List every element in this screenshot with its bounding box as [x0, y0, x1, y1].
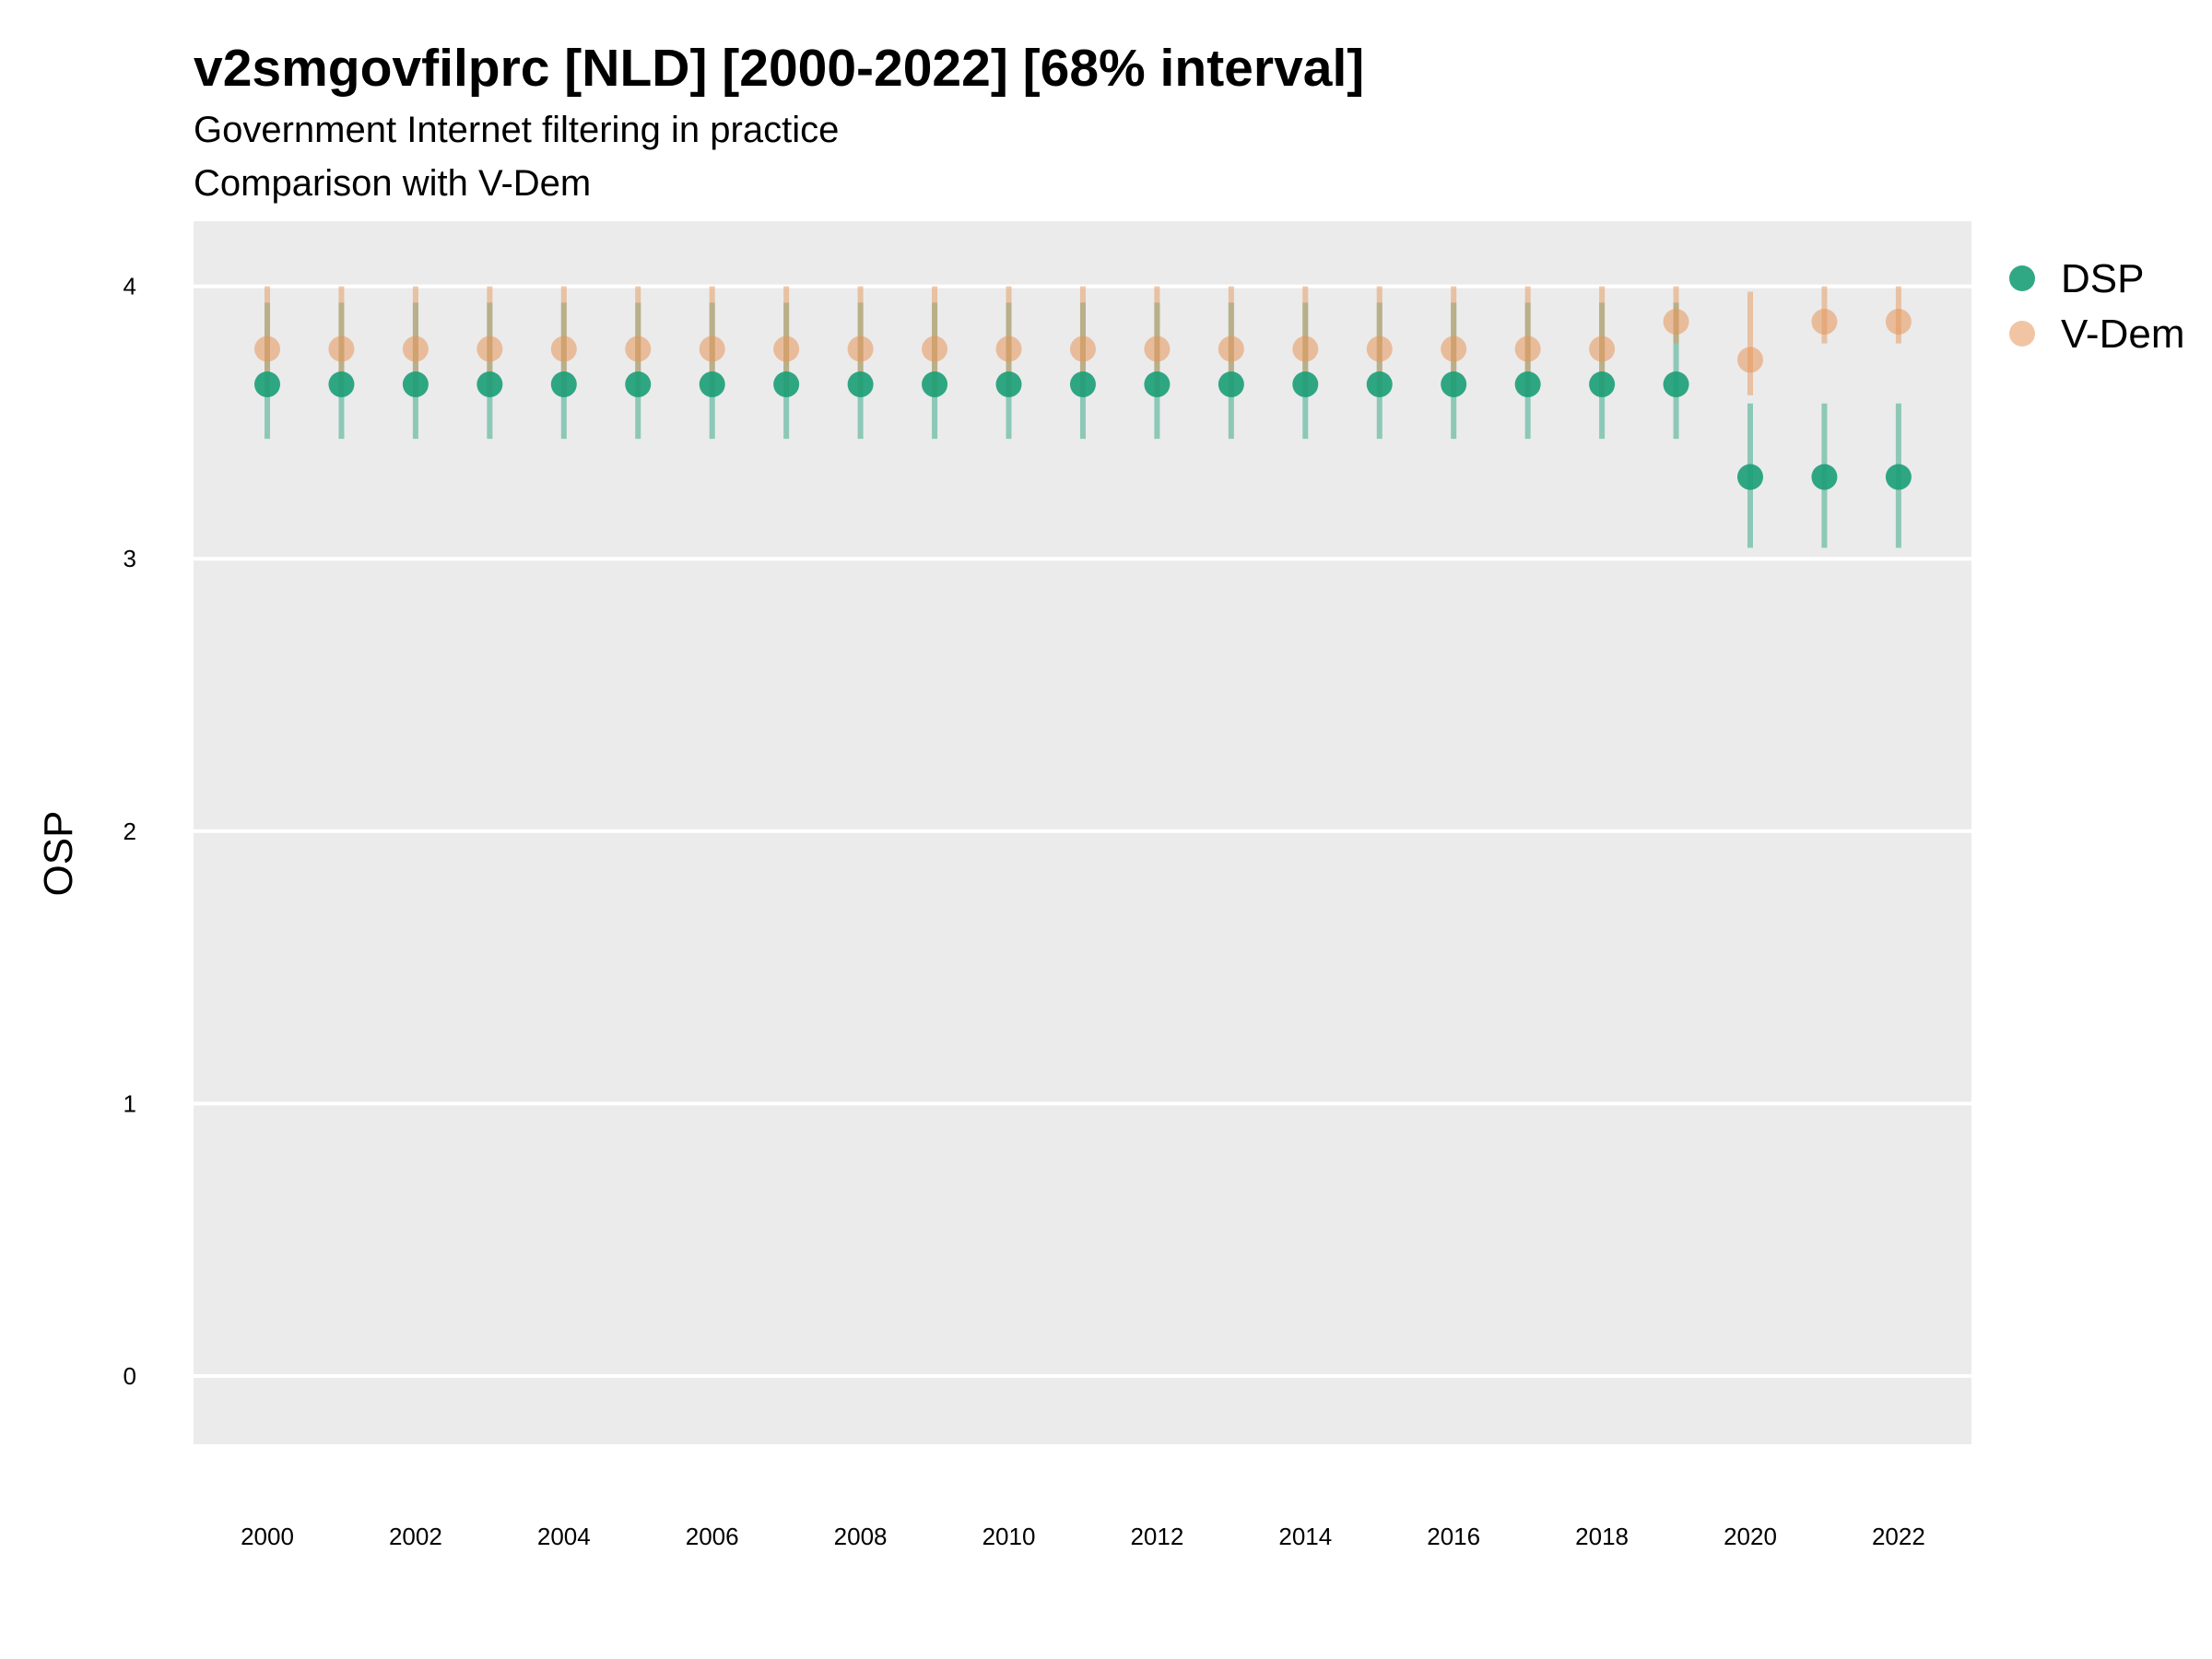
data-point: [402, 335, 429, 362]
data-point: [625, 371, 652, 398]
x-tick-label: 2008: [834, 1523, 888, 1550]
data-point: [254, 371, 280, 398]
points-v-dem: [254, 309, 1912, 373]
data-point: [1366, 371, 1393, 398]
data-point: [328, 371, 355, 398]
data-point: [1663, 371, 1689, 398]
y-tick-label: 2: [124, 818, 136, 845]
data-point: [1292, 335, 1319, 362]
data-point: [254, 335, 280, 362]
x-tick-label: 2000: [241, 1523, 294, 1550]
legend: DSP V-Dem: [2009, 256, 2184, 357]
x-tick-label: 2020: [1724, 1523, 1777, 1550]
data-point: [550, 371, 577, 398]
data-point: [1514, 335, 1541, 362]
data-point: [773, 335, 800, 362]
x-tick-label: 2014: [1278, 1523, 1332, 1550]
data-point: [1218, 335, 1244, 362]
x-tick-label: 2010: [982, 1523, 1036, 1550]
chart-subtitle-2: Comparison with V-Dem: [194, 163, 591, 204]
data-point: [1218, 371, 1244, 398]
x-tick-label: 2018: [1575, 1523, 1629, 1550]
chart-title: v2smgovfilprc [NLD] [2000-2022] [68% int…: [194, 39, 1364, 98]
y-axis-title: OSP: [36, 811, 81, 897]
x-tick-label: 2004: [537, 1523, 591, 1550]
data-point: [477, 335, 503, 362]
x-tick-label: 2006: [686, 1523, 739, 1550]
data-point: [1144, 371, 1171, 398]
legend-key-vdem: [2009, 321, 2035, 347]
legend-key-dsp: [2009, 265, 2035, 291]
y-axis-ticks: 0 1 2 3 4: [124, 273, 136, 1390]
y-tick-label: 0: [124, 1362, 136, 1390]
y-tick-label: 1: [124, 1089, 136, 1117]
y-tick-label: 4: [124, 273, 136, 300]
data-point: [1441, 335, 1467, 362]
data-point: [1366, 335, 1393, 362]
data-point: [1885, 309, 1912, 335]
points-dsp: [254, 371, 1912, 490]
data-point: [699, 371, 725, 398]
data-point: [1069, 335, 1096, 362]
data-point: [1514, 371, 1541, 398]
data-marks: [254, 286, 1912, 548]
data-point: [847, 371, 874, 398]
data-point: [402, 371, 429, 398]
data-point: [922, 371, 948, 398]
data-point: [995, 335, 1022, 362]
x-axis-ticks: 2000 2002 2004 2006 2008 2010 2012 2014 2016 2018…: [241, 1523, 1925, 1550]
data-point: [1292, 371, 1319, 398]
data-point: [1811, 464, 1838, 490]
data-point: [328, 335, 355, 362]
x-tick-label: 2016: [1427, 1523, 1480, 1550]
data-point: [1589, 371, 1616, 398]
data-point: [1441, 371, 1467, 398]
data-point: [699, 335, 725, 362]
y-tick-label: 3: [124, 545, 136, 572]
data-point: [477, 371, 503, 398]
data-point: [1885, 464, 1912, 490]
data-point: [1737, 464, 1763, 490]
data-point: [1737, 347, 1763, 373]
data-point: [995, 371, 1022, 398]
data-point: [1663, 309, 1689, 335]
data-point: [1069, 371, 1096, 398]
legend-label-dsp: DSP: [2061, 256, 2144, 301]
chart-subtitle: Government Internet filtering in practic…: [194, 110, 839, 150]
data-point: [625, 335, 652, 362]
data-point: [922, 335, 948, 362]
gridlines: [194, 284, 1971, 1378]
data-point: [1811, 309, 1838, 335]
x-tick-label: 2012: [1130, 1523, 1183, 1550]
x-tick-label: 2002: [389, 1523, 442, 1550]
legend-label-vdem: V-Dem: [2061, 312, 2184, 357]
data-point: [773, 371, 800, 398]
data-point: [1144, 335, 1171, 362]
x-tick-label: 2022: [1872, 1523, 1925, 1550]
data-point: [847, 335, 874, 362]
data-point: [550, 335, 577, 362]
data-point: [1589, 335, 1616, 362]
